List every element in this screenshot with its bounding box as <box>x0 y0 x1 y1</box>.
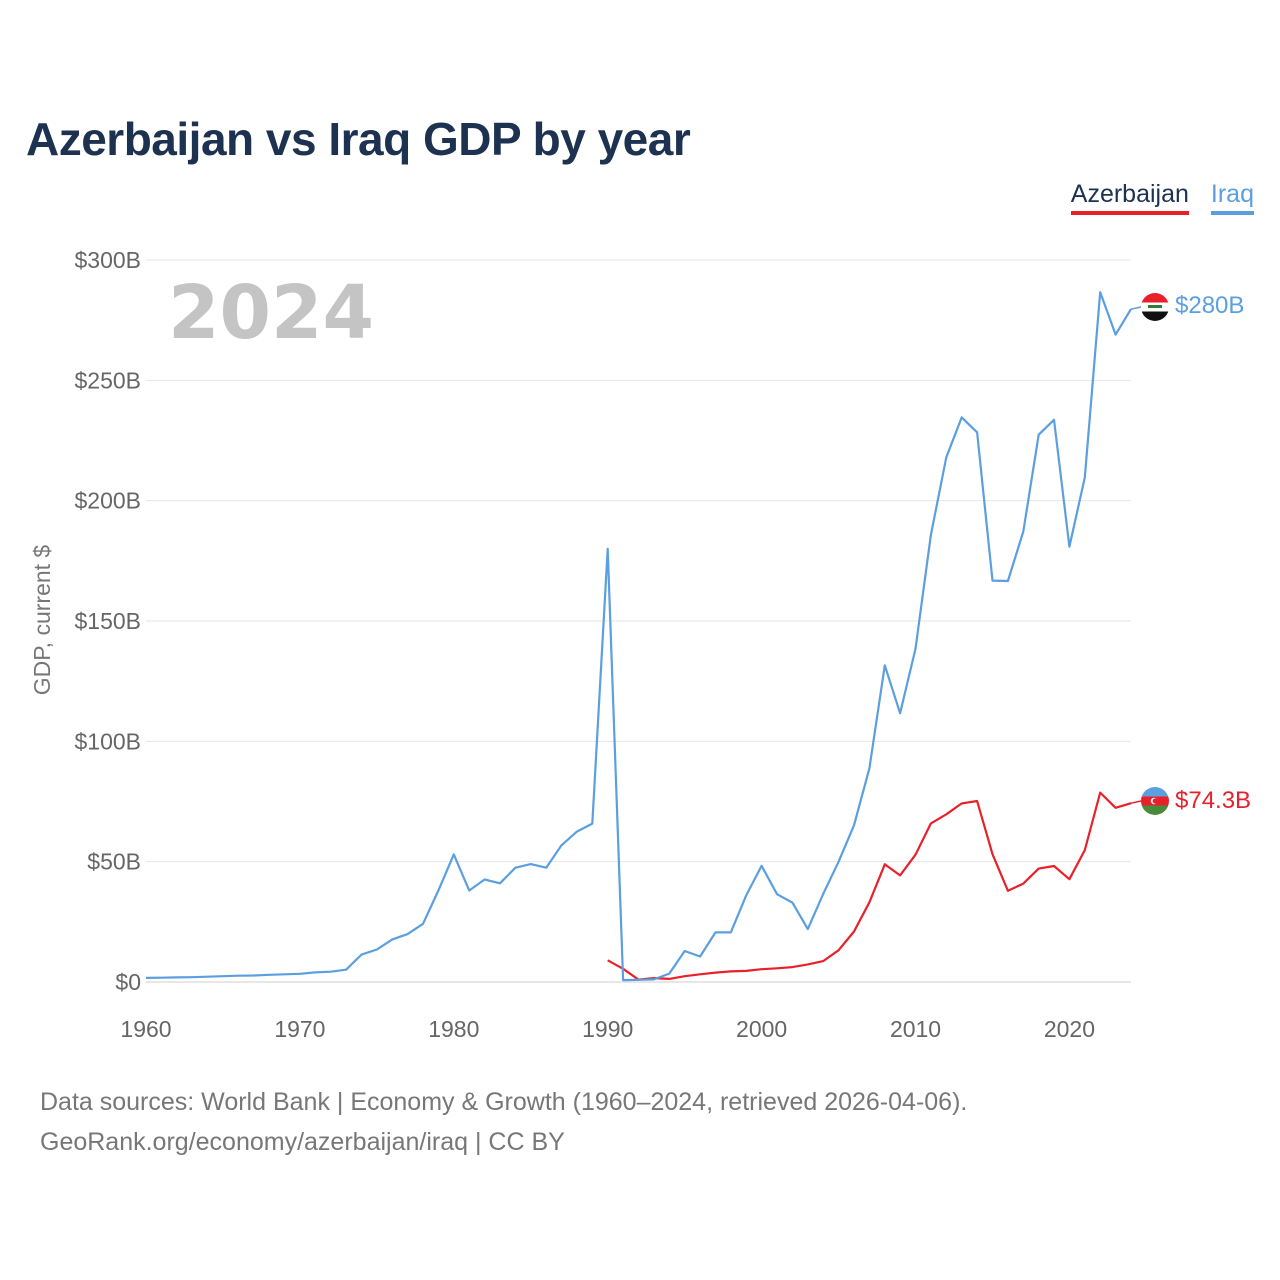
x-tick-label: 1970 <box>274 1016 325 1042</box>
y-tick-label: $100B <box>74 728 141 754</box>
y-tick-label: $0 <box>115 969 141 995</box>
azerbaijan-end-value-label: $74.3B <box>1175 787 1251 814</box>
attribution-note[interactable]: GeoRank.org/economy/azerbaijan/iraq | CC… <box>40 1128 565 1156</box>
y-tick-label: $250B <box>74 367 141 393</box>
x-tick-label: 1980 <box>428 1016 479 1042</box>
x-tick-label: 1960 <box>120 1016 171 1042</box>
chart-area: $0 $50B $100B $150B $200B $250B $300B 1960 1970… <box>29 247 1251 1042</box>
chart-title: Azerbaijan vs Iraq GDP by year <box>26 113 691 165</box>
x-tick-label: 2010 <box>890 1016 941 1042</box>
iraq-flag-icon <box>1141 293 1169 321</box>
x-tick-label: 1990 <box>582 1016 633 1042</box>
grid-lines <box>146 259 1131 983</box>
data-source-note: Data sources: World Bank | Economy & Gro… <box>40 1088 968 1116</box>
end-label-connector <box>1130 800 1142 804</box>
year-overlay: 2024 <box>168 270 374 356</box>
legend: Azerbaijan Iraq <box>1070 180 1254 215</box>
y-tick-label: $150B <box>74 608 141 634</box>
series-line-iraq[interactable] <box>145 291 1132 982</box>
legend-item-azerbaijan[interactable]: Azerbaijan <box>1070 180 1189 215</box>
x-tick-label: 2000 <box>736 1016 787 1042</box>
y-tick-label: $50B <box>87 849 141 875</box>
legend-item-iraq[interactable]: Iraq <box>1210 180 1254 215</box>
end-label-connector <box>1130 306 1142 310</box>
azerbaijan-flag-icon <box>1141 787 1169 815</box>
y-axis-label: GDP, current $ <box>29 545 55 696</box>
series-line-azerbaijan[interactable] <box>607 791 1132 981</box>
iraq-end-value-label: $280B <box>1175 292 1244 319</box>
y-tick-label: $300B <box>74 247 141 273</box>
x-tick-label: 2020 <box>1044 1016 1095 1042</box>
footer: Data sources: World Bank | Economy & Gro… <box>40 1082 967 1162</box>
y-tick-label: $200B <box>74 488 141 514</box>
y-axis-ticks: $0 $50B $100B $150B $200B $250B $300B <box>74 247 141 995</box>
x-axis-ticks: 1960 1970 1980 1990 2000 2010 2020 <box>120 1016 1095 1042</box>
